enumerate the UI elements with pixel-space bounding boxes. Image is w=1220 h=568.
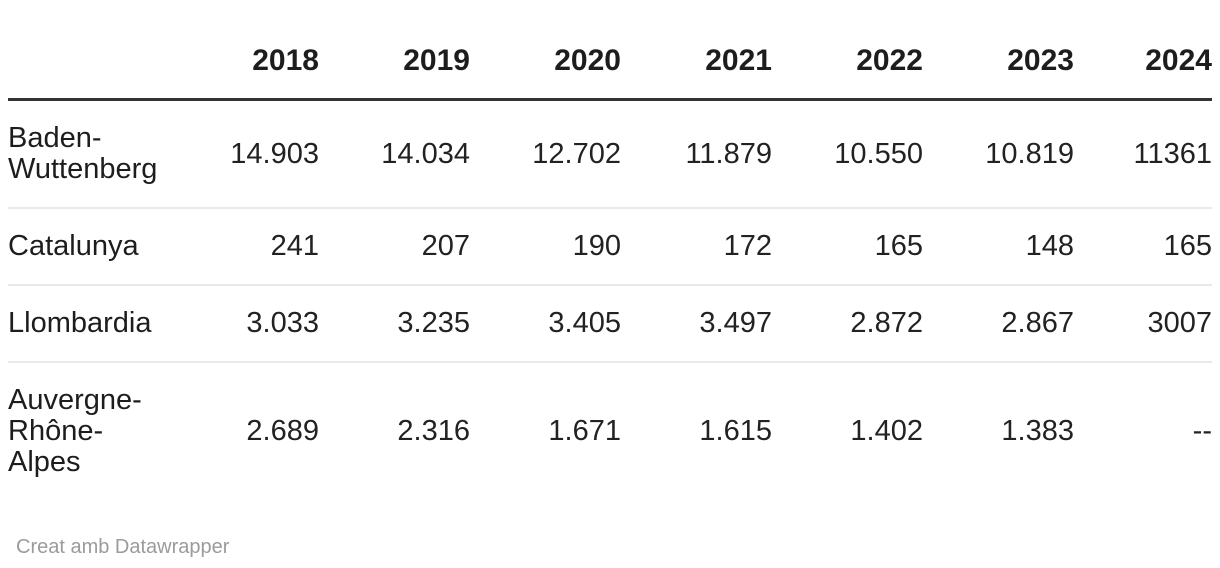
value-cell: 172: [621, 207, 772, 285]
region-label: Auvergne-Rhône-Alpes: [8, 361, 168, 500]
year-column-header-2018: 2018: [168, 0, 319, 101]
value-cell: 14.034: [381, 137, 470, 170]
value-cell: 207: [319, 207, 470, 285]
year-column-header-2020: 2020: [470, 0, 621, 101]
year-column-header-2023: 2023: [923, 0, 1074, 101]
table-row: Baden-Wuttenberg 14.903 14.034 12.702 11…: [8, 100, 1212, 209]
value-cell: 1.402: [772, 361, 923, 500]
value-cell: 10.550: [834, 137, 923, 170]
value-cell: 3007: [1074, 284, 1212, 362]
value-cell: 1.671: [470, 361, 621, 500]
value-cell: 10.819: [985, 137, 1074, 170]
value-cell: 3.033: [168, 284, 319, 362]
header-row: 2018 2019 2020 2021 2022 2023 2024: [8, 0, 1212, 101]
value-cell: 3.497: [621, 284, 772, 362]
value-cell: 3.405: [470, 284, 621, 362]
value-cell: --: [1074, 361, 1212, 500]
value-cell: 11361: [1133, 137, 1213, 170]
value-cell: 12.702: [532, 137, 621, 170]
table-row: Catalunya 241 207 190 172 165 148 165: [8, 207, 1212, 285]
region-column-header: [8, 0, 168, 101]
value-cell: 165: [1074, 207, 1212, 285]
value-cell: 2.316: [319, 361, 470, 500]
value-cell: 2.872: [772, 284, 923, 362]
value-cell: 3.235: [319, 284, 470, 362]
region-label: Baden-Wuttenberg: [8, 122, 158, 185]
table-row: Auvergne-Rhône-Alpes 2.689 2.316 1.671 1…: [8, 361, 1212, 500]
value-cell: 2.867: [923, 284, 1074, 362]
region-label: Llombardia: [8, 284, 168, 362]
value-cell: 241: [168, 207, 319, 285]
year-column-header-2022: 2022: [772, 0, 923, 101]
data-table: 2018 2019 2020 2021 2022 2023 2024 Baden…: [8, 0, 1212, 500]
value-cell: 190: [470, 207, 621, 285]
datawrapper-attribution-link[interactable]: Creat amb Datawrapper: [16, 536, 230, 558]
value-cell: 14.903: [230, 137, 319, 170]
year-column-header-2019: 2019: [319, 0, 470, 101]
year-column-header-2024: 2024: [1074, 0, 1212, 101]
value-cell: 148: [923, 207, 1074, 285]
value-cell: 2.689: [168, 361, 319, 500]
year-column-header-2021: 2021: [621, 0, 772, 101]
value-cell: 1.383: [923, 361, 1074, 500]
table-row: Llombardia 3.033 3.235 3.405 3.497 2.872…: [8, 284, 1212, 362]
value-cell: 165: [772, 207, 923, 285]
value-cell: 1.615: [621, 361, 772, 500]
value-cell: 11.879: [685, 137, 772, 170]
region-label: Catalunya: [8, 207, 168, 285]
